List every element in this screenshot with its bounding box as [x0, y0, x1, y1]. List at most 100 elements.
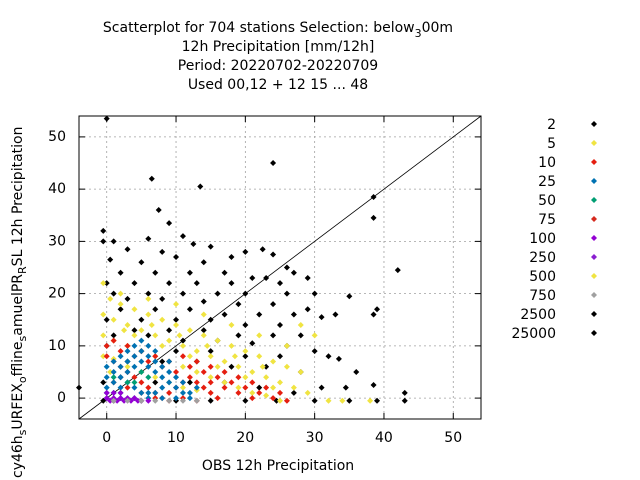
chart-title-line1: Scatterplot for 704 stations Selection: …	[103, 20, 453, 40]
data-point	[297, 368, 304, 375]
data-point	[401, 389, 408, 396]
data-point	[173, 368, 180, 375]
data-point	[249, 274, 256, 281]
data-point	[342, 384, 349, 391]
data-point	[297, 321, 304, 328]
data-point	[200, 327, 207, 334]
data-point	[103, 395, 110, 402]
data-point	[325, 353, 332, 360]
data-point	[186, 327, 193, 334]
data-point	[228, 254, 235, 261]
data-point	[263, 384, 270, 391]
data-point	[193, 280, 200, 287]
data-point	[176, 332, 183, 339]
y-tick-label: 40	[48, 181, 66, 197]
data-point	[370, 193, 377, 200]
data-point	[186, 395, 193, 402]
data-point	[117, 363, 124, 370]
data-point	[152, 348, 159, 355]
data-point	[283, 397, 290, 404]
data-point	[200, 384, 207, 391]
data-point	[145, 353, 152, 360]
legend-label: 2500	[520, 307, 556, 323]
series-25	[103, 337, 200, 402]
data-point	[166, 280, 173, 287]
data-point	[200, 311, 207, 318]
data-point	[228, 379, 235, 386]
data-point	[110, 316, 117, 323]
data-point	[325, 397, 332, 404]
data-point	[103, 280, 110, 287]
data-point	[173, 316, 180, 323]
data-point	[193, 358, 200, 365]
data-point	[124, 397, 131, 404]
data-point	[117, 353, 124, 360]
data-point	[290, 311, 297, 318]
data-point	[277, 353, 283, 360]
data-point	[200, 259, 207, 266]
data-point	[263, 374, 270, 381]
data-point	[138, 348, 145, 355]
data-point	[124, 358, 131, 365]
data-point	[207, 243, 214, 250]
data-point	[204, 342, 211, 349]
data-point	[242, 353, 249, 360]
data-point	[270, 251, 277, 258]
data-point	[100, 227, 107, 234]
data-point	[100, 332, 107, 339]
data-point	[145, 374, 152, 381]
plot-frame	[78, 115, 482, 420]
chart-title-line2: 12h Precipitation [mm/12h]	[182, 39, 375, 55]
x-tick-label: 10	[167, 430, 185, 446]
legend-label: 100	[529, 231, 556, 247]
data-point	[117, 269, 124, 276]
data-point	[311, 332, 318, 339]
data-point	[283, 342, 290, 349]
data-point	[110, 238, 117, 245]
data-point	[186, 374, 193, 381]
data-point	[173, 395, 180, 402]
data-point	[152, 379, 159, 386]
y-tick-labels: 0 10 20 30 40 50	[48, 129, 66, 406]
data-point	[235, 374, 242, 381]
data-point	[304, 274, 311, 281]
data-point	[367, 397, 374, 404]
data-point	[131, 327, 138, 334]
data-point	[179, 389, 186, 396]
data-point	[138, 316, 145, 323]
data-point	[107, 295, 114, 302]
legend-marker	[591, 235, 597, 241]
chart-title-line4: Used 00,12 + 12 15 ... 48	[188, 77, 368, 93]
data-point	[117, 348, 124, 355]
data-point	[117, 301, 124, 308]
data-point	[145, 397, 152, 404]
data-point	[107, 397, 114, 404]
data-point	[166, 358, 173, 365]
data-point	[100, 311, 107, 318]
data-point	[124, 384, 131, 391]
x-tick-label: 50	[444, 430, 462, 446]
data-point	[124, 368, 131, 375]
data-point	[207, 379, 214, 386]
data-point	[173, 301, 180, 308]
data-point	[214, 374, 221, 381]
data-point	[207, 316, 214, 323]
data-point	[270, 332, 277, 339]
data-point	[103, 316, 110, 323]
data-point	[131, 379, 138, 386]
x-tick-label: 40	[375, 430, 393, 446]
data-point	[270, 395, 277, 402]
data-point	[214, 363, 221, 370]
data-point	[148, 321, 155, 328]
data-point	[114, 397, 121, 404]
legend: 2 5 10 25 50 75 100 250 500 750 2500 250…	[511, 117, 597, 342]
data-point	[370, 382, 377, 389]
data-point	[100, 280, 107, 287]
data-point	[221, 368, 228, 375]
data-point	[249, 368, 256, 375]
data-point	[263, 274, 270, 281]
data-point	[311, 290, 318, 297]
data-point	[270, 358, 277, 365]
legend-marker	[591, 311, 597, 317]
